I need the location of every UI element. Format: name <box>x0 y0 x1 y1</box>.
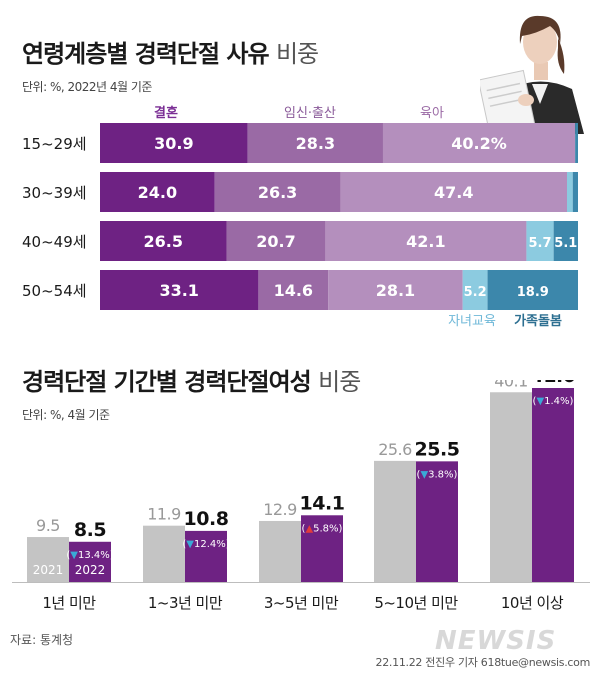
chart2-title: 경력단절 기간별 경력단절여성 비중 <box>22 362 361 397</box>
bar-label-0-1: 28.3 <box>296 134 335 153</box>
x-label-2: 3~5년 미만 <box>263 594 339 612</box>
bar-seg-2-2 <box>325 221 527 261</box>
value-label-2-0: 12.9 <box>263 500 297 519</box>
bar-4-1 <box>532 388 574 582</box>
change-label-4: (▼1.4%) <box>533 396 574 407</box>
bar-label-3-2: 28.1 <box>376 281 415 300</box>
bar-seg-1-1 <box>214 172 341 212</box>
value-label-3-1: 25.5 <box>415 438 460 460</box>
bar-2-0 <box>259 520 301 582</box>
bar-1-0 <box>143 525 185 582</box>
value-label-0-1: 8.5 <box>74 519 106 541</box>
bar-seg-1-4 <box>572 172 578 212</box>
chart1-title-light: 비중 <box>275 40 319 68</box>
change-arrow-4: ▼ <box>536 396 544 407</box>
value-label-1-0: 11.9 <box>147 505 181 524</box>
x-label-4: 10년 이상 <box>500 594 564 612</box>
x-label-0: 1년 미만 <box>42 594 96 612</box>
bar-label-2-2: 42.1 <box>406 232 445 251</box>
bar-label-2-4: 5.1 <box>554 236 577 251</box>
value-label-1-1: 10.8 <box>184 508 229 530</box>
bar-seg-0-0 <box>100 123 248 163</box>
bar-seg-0-1 <box>247 123 383 163</box>
bar-2-1 <box>301 515 343 582</box>
change-label-0: (▼13.4%) <box>66 550 113 561</box>
change-arrow-1: ▼ <box>186 539 194 550</box>
value-label-2-1: 14.1 <box>300 492 345 514</box>
bar-seg-1-3 <box>567 172 573 212</box>
value-label-3-0: 25.6 <box>378 440 412 459</box>
bar-label-1-0: 24.0 <box>138 183 177 202</box>
bar-seg-2-1 <box>226 221 326 261</box>
bar-seg-3-4 <box>487 270 578 310</box>
row-label-0: 15~29세 <box>22 135 87 153</box>
value-label-4-1: 41.0 <box>531 380 576 387</box>
credit-line: 22.11.22 전진우 기자 618tue@newsis.com <box>375 656 591 669</box>
change-label-1: (▼12.4%) <box>182 539 229 550</box>
bar-label-1-1: 26.3 <box>258 183 297 202</box>
bar-label-3-1: 14.6 <box>274 281 313 300</box>
bar-label-2-3: 5.7 <box>529 236 552 251</box>
year-label-1: 2022 <box>75 563 106 577</box>
bar-seg-3-3 <box>462 270 488 310</box>
bar-seg-2-0 <box>100 221 227 261</box>
bar-seg-2-4 <box>553 221 578 261</box>
chart2-unit-note: 단위: %, 4월 기준 <box>22 408 110 422</box>
bar-label-0-0: 30.9 <box>154 134 193 153</box>
row-label-3: 50~54세 <box>22 282 87 300</box>
change-label-3: (▼3.8%) <box>417 469 458 480</box>
chart1-title-main: 연령계층별 경력단절 사유 <box>22 40 270 68</box>
bar-seg-2-3 <box>526 221 554 261</box>
value-label-4-0: 40.1 <box>494 380 528 390</box>
chart2-grouped-bar: 9.5 2021 8.5 2022 (▼13.4%) 11.9 10.8 (▼12.4%) 12… <box>12 380 590 583</box>
bar-seg-1-2 <box>340 172 568 212</box>
change-arrow-0: ▼ <box>70 550 78 561</box>
bar-seg-0-4 <box>575 123 578 163</box>
bar-seg-1-0 <box>100 172 215 212</box>
bar-1-1 <box>185 530 227 582</box>
bar-seg-3-2 <box>328 270 463 310</box>
bar-4-0 <box>490 392 532 582</box>
bar-3-0 <box>374 460 416 582</box>
bar-label-3-4: 18.9 <box>517 285 549 300</box>
chart2-title-light: 비중 <box>318 368 361 396</box>
bar-3-1 <box>416 461 458 582</box>
legend-1: 임신·출산 <box>284 106 336 121</box>
change-arrow-2: ▲ <box>305 523 313 534</box>
source-note: 자료: 통계청 <box>10 633 74 647</box>
bar-label-3-0: 33.1 <box>159 281 198 300</box>
bar-label-2-0: 26.5 <box>144 232 183 251</box>
change-arrow-3: ▼ <box>420 469 428 480</box>
legend-4: 가족돌봄 <box>514 314 562 329</box>
change-label-2: (▲5.8%) <box>302 523 343 534</box>
newsis-watermark: NEWSIS <box>435 626 557 656</box>
bar-label-3-3: 5.2 <box>464 285 487 300</box>
row-label-2: 40~49세 <box>22 233 87 251</box>
bar-0-0 <box>27 537 69 582</box>
chart1-title: 연령계층별 경력단절 사유 비중 <box>22 34 319 69</box>
chart2-title-main: 경력단절 기간별 경력단절여성 <box>22 368 312 396</box>
legend-2: 육아 <box>420 106 444 121</box>
bar-seg-0-2 <box>382 123 576 163</box>
chart1-unit-note: 단위: %, 2022년 4월 기준 <box>22 80 152 94</box>
x-label-3: 5~10년 미만 <box>374 594 458 612</box>
value-label-0-0: 9.5 <box>36 516 60 535</box>
year-label-0: 2021 <box>33 563 64 577</box>
x-label-1: 1~3년 미만 <box>147 594 223 612</box>
row-label-1: 30~39세 <box>22 184 87 202</box>
legend-3: 자녀교육 <box>448 314 496 329</box>
bar-0-1 <box>69 541 111 582</box>
bar-label-1-2: 47.4 <box>434 183 473 202</box>
legend-0: 결혼 <box>154 105 178 121</box>
bar-seg-3-1 <box>258 270 329 310</box>
bar-label-0-2: 40.2% <box>451 134 507 153</box>
bar-label-2-1: 20.7 <box>256 232 295 251</box>
bar-seg-3-0 <box>100 270 259 310</box>
